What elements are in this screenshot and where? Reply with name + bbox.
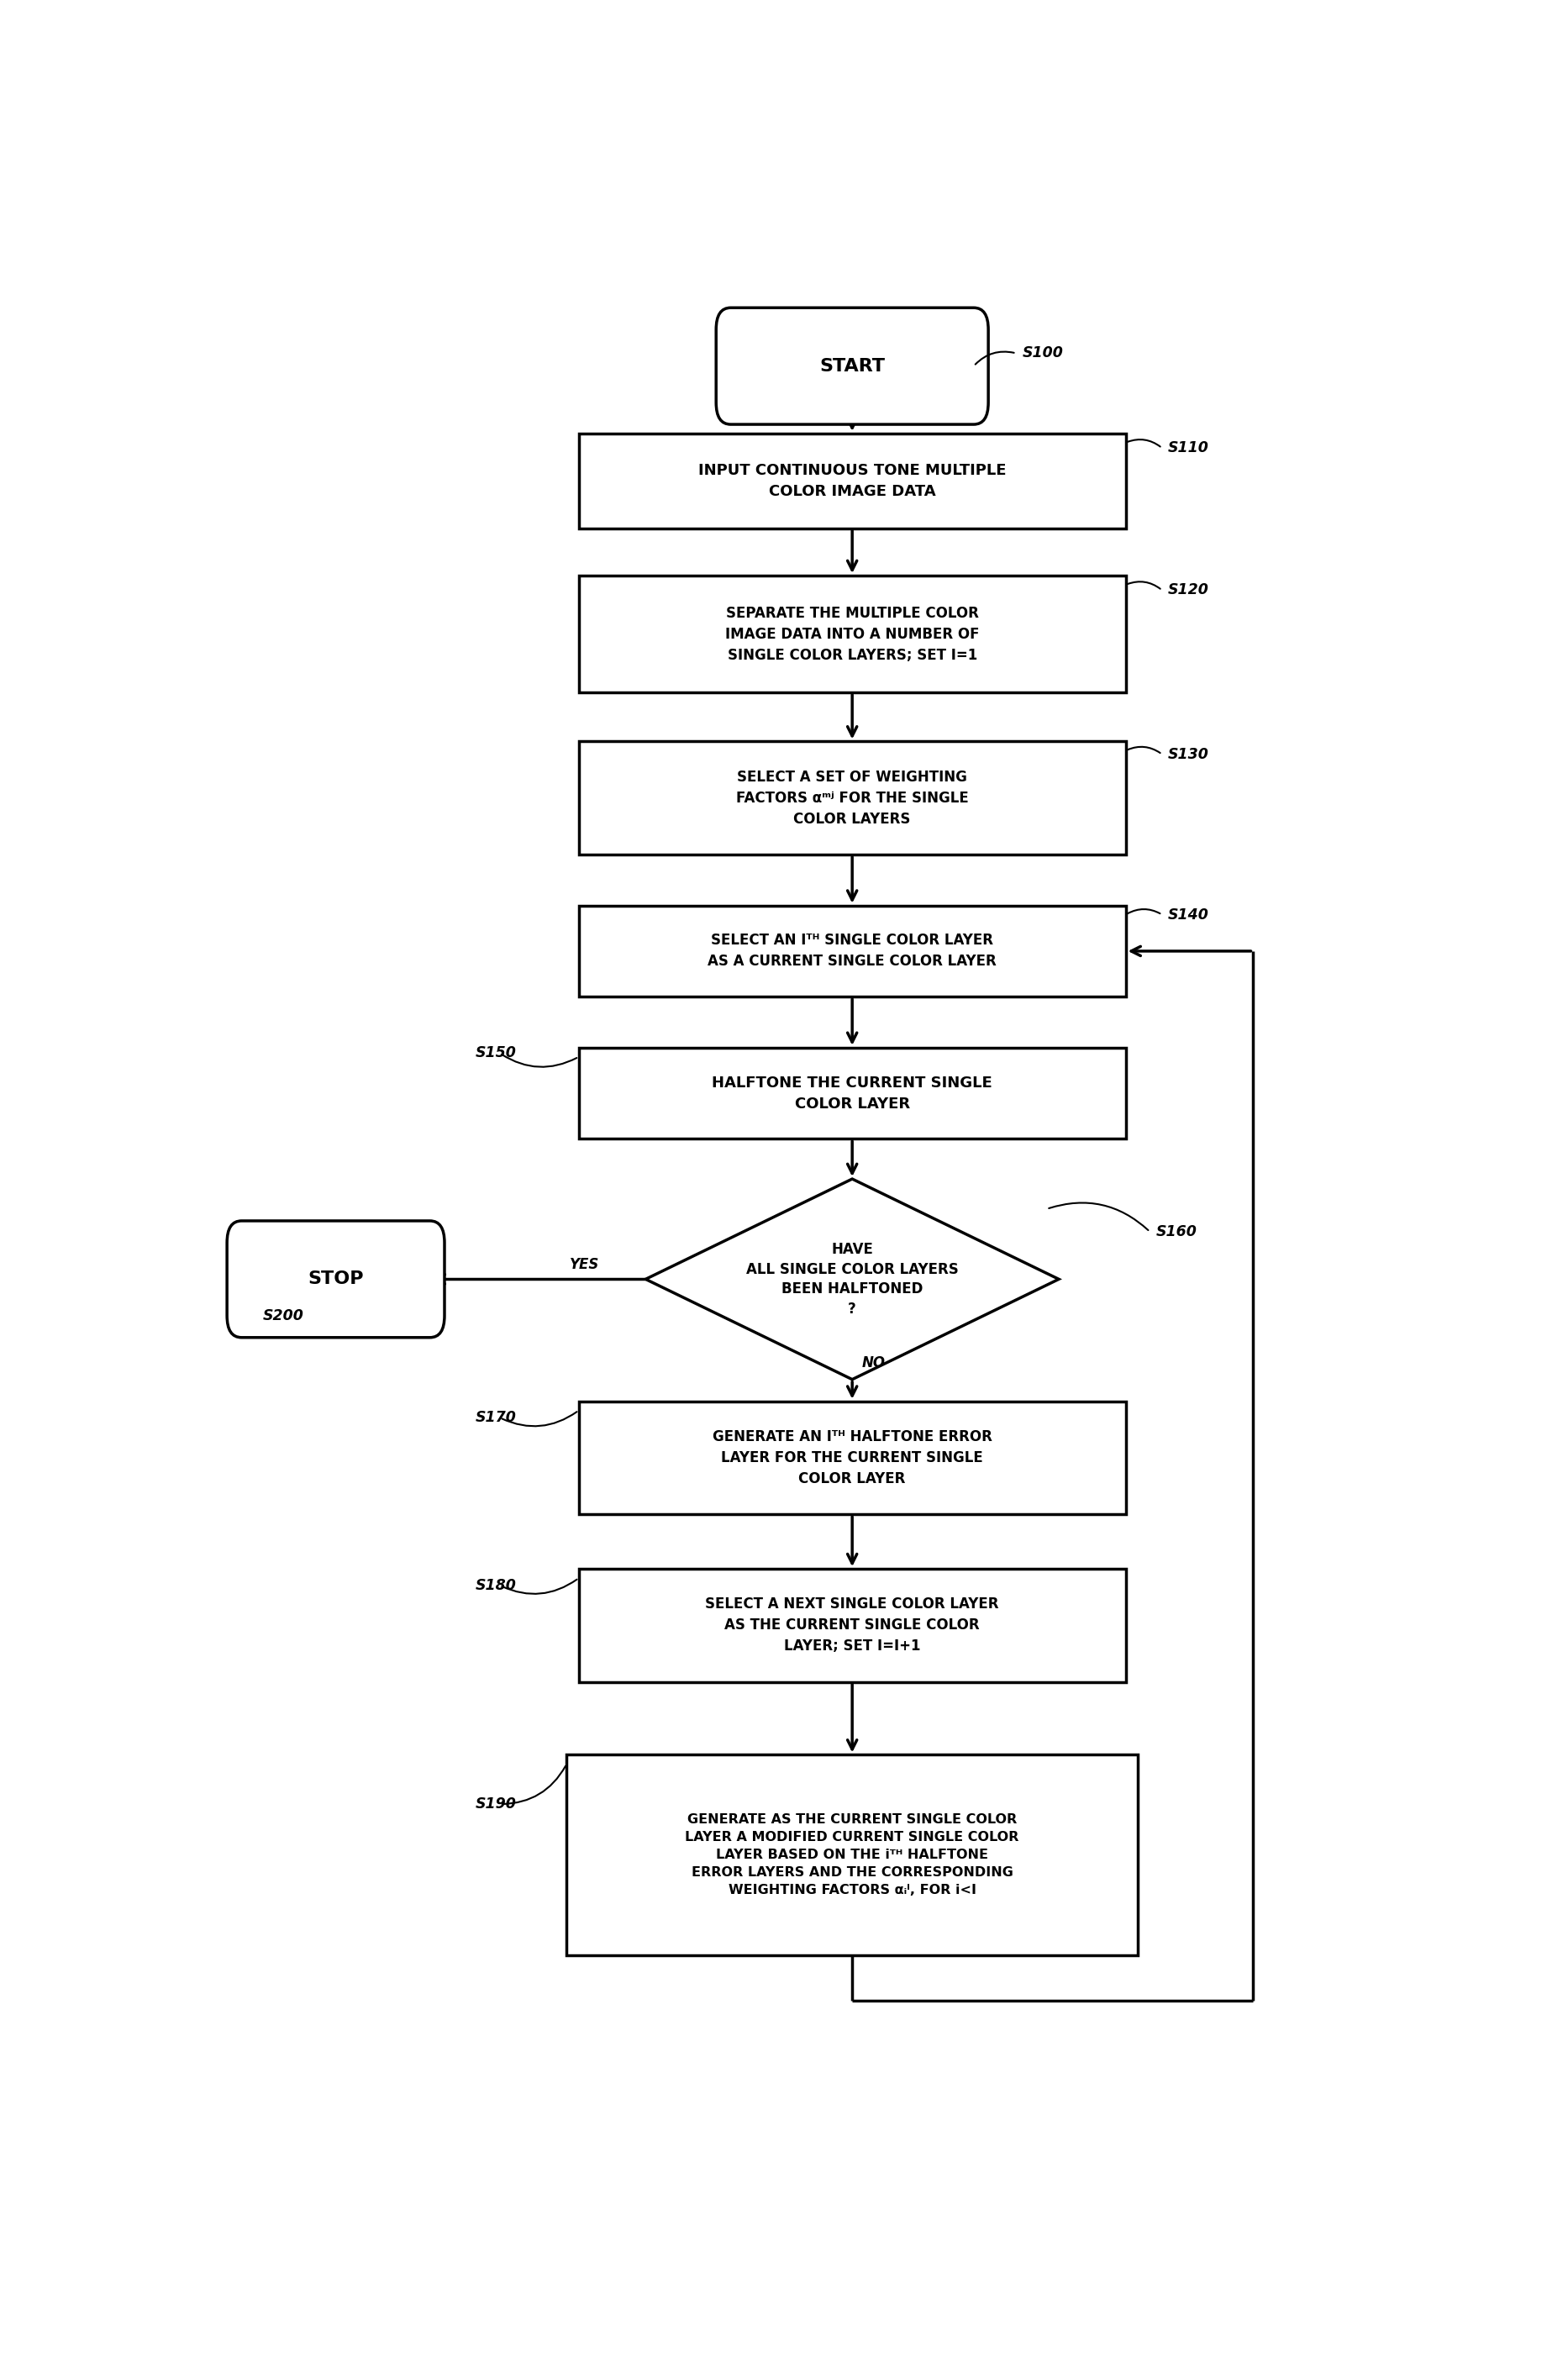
Text: HAVE
ALL SINGLE COLOR LAYERS
BEEN HALFTONED
?: HAVE ALL SINGLE COLOR LAYERS BEEN HALFTO… (746, 1243, 958, 1316)
Bar (579, 575, 1126, 691)
Text: S160: S160 (1156, 1224, 1196, 1240)
Text: STOP: STOP (307, 1271, 364, 1288)
Text: S170: S170 (475, 1411, 516, 1425)
Text: SELECT A NEXT SINGLE COLOR LAYER
AS THE CURRENT SINGLE COLOR
LAYER; SET I=I+1: SELECT A NEXT SINGLE COLOR LAYER AS THE … (706, 1598, 999, 1655)
FancyBboxPatch shape (227, 1221, 444, 1337)
Text: START: START (820, 357, 884, 374)
Text: YES: YES (571, 1257, 599, 1271)
Bar (579, 1569, 1126, 1683)
Text: SELECT AN Iᵀᴴ SINGLE COLOR LAYER
AS A CURRENT SINGLE COLOR LAYER: SELECT AN Iᵀᴴ SINGLE COLOR LAYER AS A CU… (707, 933, 997, 968)
Text: S140: S140 (1168, 907, 1209, 923)
Text: S180: S180 (475, 1579, 516, 1593)
Bar (579, 907, 1126, 997)
Text: S120: S120 (1168, 582, 1209, 599)
Text: S110: S110 (1168, 440, 1209, 454)
Bar (579, 1401, 1126, 1515)
Bar (579, 1049, 1126, 1139)
Text: SELECT A SET OF WEIGHTING
FACTORS αᵐʲ FOR THE SINGLE
COLOR LAYERS: SELECT A SET OF WEIGHTING FACTORS αᵐʲ FO… (735, 769, 969, 826)
Text: INPUT CONTINUOUS TONE MULTIPLE
COLOR IMAGE DATA: INPUT CONTINUOUS TONE MULTIPLE COLOR IMA… (698, 464, 1007, 499)
FancyBboxPatch shape (717, 308, 988, 424)
Bar (566, 1754, 1138, 1955)
Bar (579, 433, 1126, 528)
Text: GENERATE AS THE CURRENT SINGLE COLOR
LAYER A MODIFIED CURRENT SINGLE COLOR
LAYER: GENERATE AS THE CURRENT SINGLE COLOR LAY… (685, 1813, 1019, 1896)
Bar (579, 741, 1126, 854)
Text: S190: S190 (475, 1797, 516, 1811)
Text: SEPARATE THE MULTIPLE COLOR
IMAGE DATA INTO A NUMBER OF
SINGLE COLOR LAYERS; SET: SEPARATE THE MULTIPLE COLOR IMAGE DATA I… (724, 606, 980, 663)
Text: NO: NO (862, 1356, 886, 1370)
Text: S100: S100 (1022, 346, 1063, 360)
Text: HALFTONE THE CURRENT SINGLE
COLOR LAYER: HALFTONE THE CURRENT SINGLE COLOR LAYER (712, 1075, 993, 1112)
Text: S200: S200 (263, 1309, 304, 1323)
Text: S150: S150 (475, 1046, 516, 1060)
Polygon shape (646, 1179, 1058, 1380)
Text: S130: S130 (1168, 746, 1209, 762)
Text: GENERATE AN Iᵀᴴ HALFTONE ERROR
LAYER FOR THE CURRENT SINGLE
COLOR LAYER: GENERATE AN Iᵀᴴ HALFTONE ERROR LAYER FOR… (712, 1430, 993, 1486)
